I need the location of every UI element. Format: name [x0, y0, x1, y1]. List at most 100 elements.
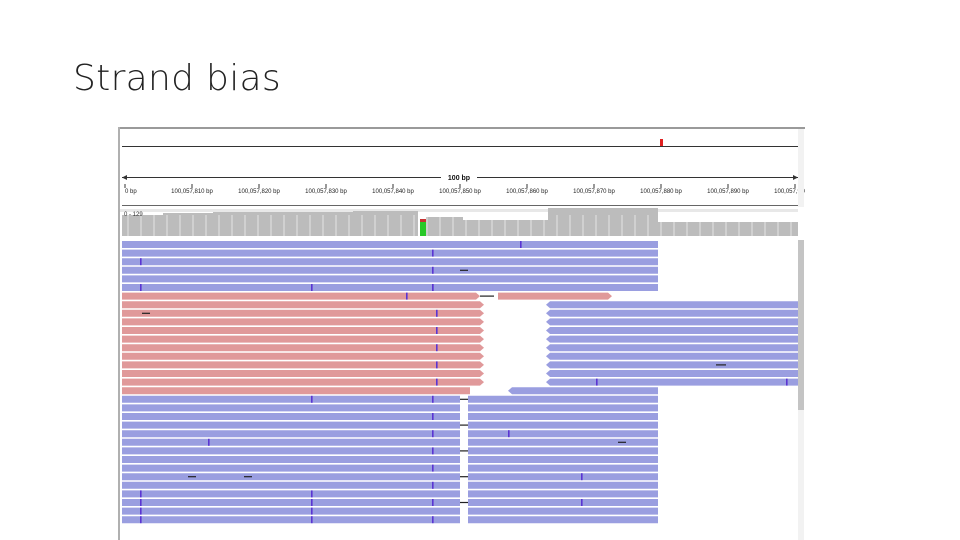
slide-title: Strand bias — [73, 58, 281, 99]
insertion-marker — [140, 516, 142, 524]
forward-strand-read — [468, 404, 658, 412]
reverse-strand-read — [122, 387, 470, 395]
forward-strand-read — [122, 464, 460, 472]
ruler-tick-label: 100,057,840 bp — [372, 189, 414, 195]
panel-border-left — [118, 127, 120, 540]
forward-strand-read — [122, 421, 460, 429]
insertion-marker — [432, 516, 434, 524]
reverse-strand-read — [122, 344, 484, 352]
forward-strand-read — [546, 335, 798, 343]
insertion-marker — [311, 499, 313, 506]
forward-strand-read — [508, 387, 658, 395]
insertion-marker — [436, 309, 438, 317]
forward-strand-read — [122, 473, 460, 481]
insertion-marker — [140, 490, 142, 498]
forward-strand-read — [468, 481, 658, 489]
ruler-scrollbar[interactable] — [798, 127, 804, 207]
coverage-bar — [658, 222, 758, 236]
chromosome-ideogram[interactable] — [122, 135, 798, 147]
igv-tracks: 100 bp 0 bp 100,057,810 bp 100,057,820 bp 1… — [120, 127, 805, 540]
forward-strand-read — [468, 464, 658, 472]
current-locus-marker — [660, 139, 663, 146]
ruler-tick-label: 100,057,880 bp — [640, 189, 682, 195]
coverage-bar — [426, 217, 463, 236]
forward-strand-read — [468, 421, 658, 429]
insertion-marker — [311, 395, 313, 403]
insertion-marker — [432, 284, 434, 291]
coverage-bar — [163, 213, 213, 236]
insertion-marker — [208, 438, 210, 446]
reverse-strand-read — [122, 361, 484, 369]
forward-strand-read — [122, 258, 658, 266]
coverage-bar — [122, 215, 163, 236]
forward-strand-read — [468, 413, 658, 420]
panel-border-top — [118, 127, 805, 129]
ruler-tick-label: 100,057,870 bp — [573, 189, 615, 195]
insertion-marker — [581, 499, 583, 506]
reverse-strand-read — [122, 301, 484, 309]
forward-strand-read — [546, 301, 798, 309]
insertion-marker — [311, 507, 313, 515]
ruler-ticks: 0 bp 100,057,810 bp 100,057,820 bp 100,057,… — [124, 184, 805, 195]
forward-strand-read — [122, 284, 658, 291]
forward-strand-read — [546, 318, 798, 326]
ruler-tick-label: 100,057,850 bp — [439, 189, 481, 195]
forward-strand-read — [468, 507, 658, 515]
insertion-marker — [581, 473, 583, 481]
insertion-marker — [432, 249, 434, 257]
forward-strand-read — [546, 370, 798, 377]
insertion-marker — [596, 378, 598, 386]
forward-strand-read — [468, 473, 658, 481]
forward-strand-read — [468, 490, 658, 498]
forward-strand-read — [468, 516, 658, 524]
forward-strand-read — [122, 395, 460, 403]
forward-strand-read — [122, 266, 658, 274]
ruler-tick-label: 100,057,820 bp — [238, 189, 280, 195]
insertion-marker — [432, 266, 434, 274]
ruler-tick-label: 100,057,810 bp — [171, 189, 213, 195]
coverage-track[interactable]: 0 - 129 — [120, 208, 798, 236]
insertion-marker — [406, 292, 408, 300]
insertion-marker — [432, 499, 434, 506]
ruler-tick-label: 0 bp — [125, 189, 137, 195]
insertion-marker — [140, 507, 142, 515]
forward-strand-read — [122, 507, 460, 515]
alignment-track[interactable] — [122, 241, 798, 524]
reverse-strand-read — [122, 318, 484, 326]
reverse-strand-read — [122, 335, 484, 343]
insertion-marker — [311, 284, 313, 291]
forward-strand-read — [546, 352, 798, 360]
forward-strand-read — [546, 344, 798, 352]
insertion-marker — [140, 284, 142, 291]
ruler-tick-label: 100,057,830 bp — [305, 189, 347, 195]
insertion-marker — [140, 499, 142, 506]
ruler-track[interactable]: 100 bp 0 bp 100,057,810 bp 100,057,820 bp 1… — [122, 172, 805, 206]
reverse-strand-read — [122, 309, 484, 317]
reverse-strand-read — [122, 378, 484, 386]
reverse-strand-read — [122, 352, 484, 360]
insertion-marker — [432, 447, 434, 455]
forward-strand-read — [122, 404, 460, 412]
reverse-strand-read — [498, 292, 612, 300]
insertion-marker — [311, 490, 313, 498]
insertion-marker — [436, 344, 438, 352]
forward-strand-read — [546, 361, 798, 369]
forward-strand-read — [122, 490, 460, 498]
coverage-bar — [463, 220, 548, 236]
forward-strand-read — [468, 438, 658, 446]
forward-strand-read — [122, 456, 460, 463]
forward-strand-read — [546, 378, 798, 386]
reverse-strand-read — [122, 292, 480, 300]
insertion-marker — [436, 361, 438, 369]
coverage-range-label: 0 - 129 — [124, 212, 143, 218]
forward-strand-read — [468, 456, 658, 463]
span-arrow-left-icon — [122, 175, 127, 180]
coverage-bar — [353, 211, 418, 236]
insertion-marker — [786, 378, 788, 386]
forward-strand-read — [122, 413, 460, 420]
insertion-marker — [432, 481, 434, 489]
alignment-scrollbar-thumb[interactable] — [798, 240, 804, 410]
forward-strand-read — [468, 447, 658, 455]
forward-strand-read — [122, 438, 460, 446]
insertion-marker — [508, 430, 510, 438]
